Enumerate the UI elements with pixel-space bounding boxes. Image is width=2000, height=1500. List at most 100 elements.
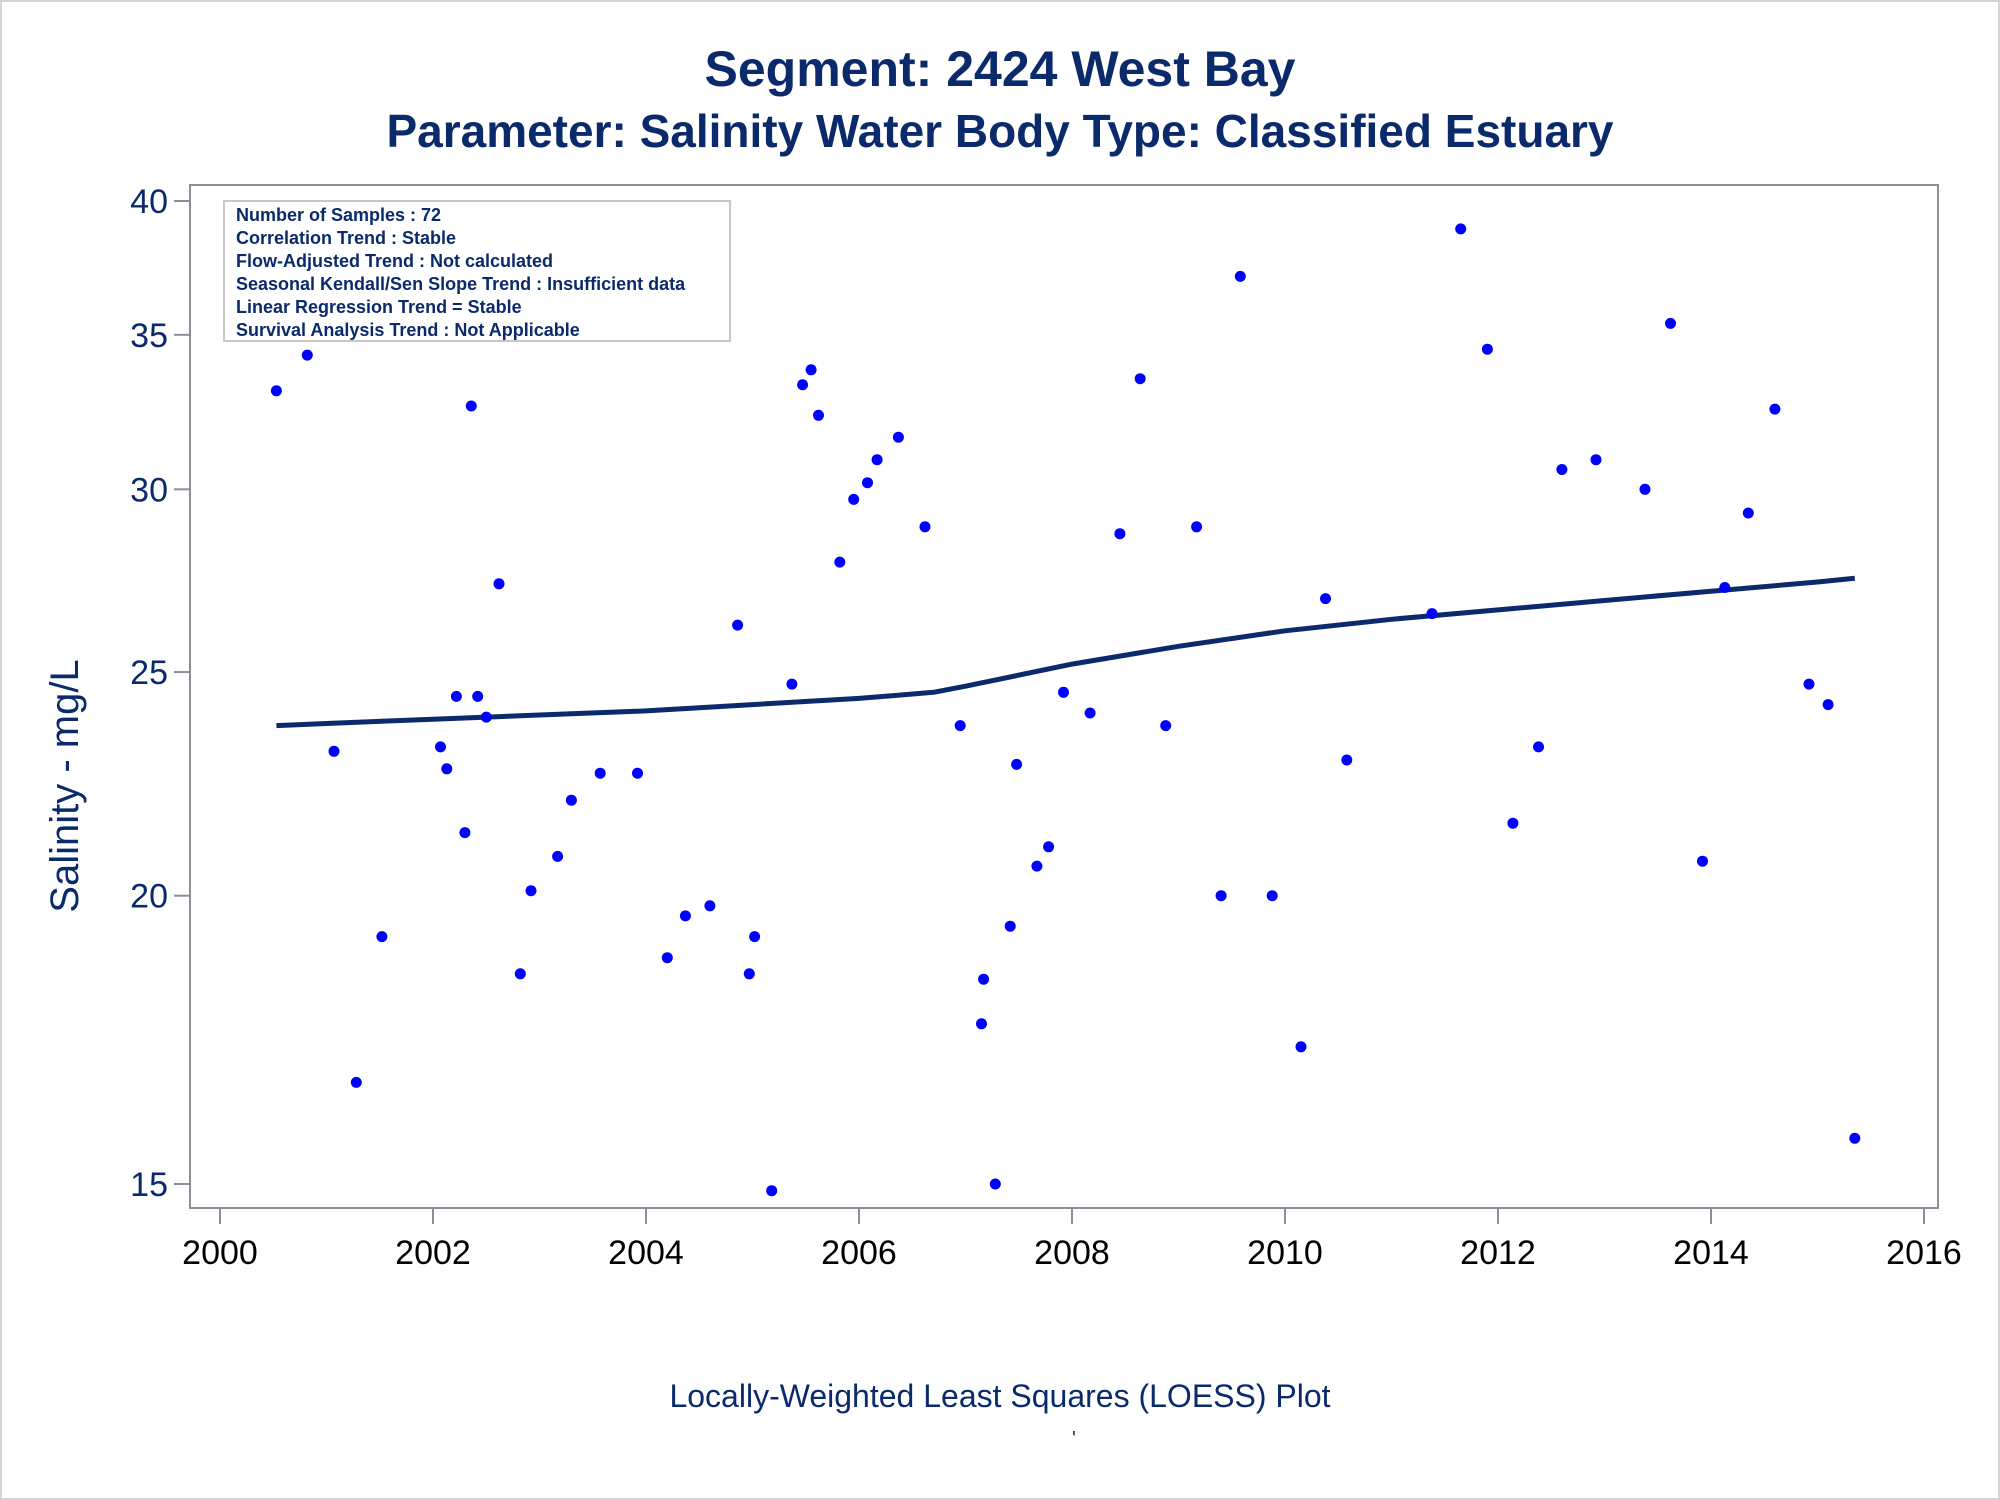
data-point xyxy=(704,900,716,912)
y-tick-label: 15 xyxy=(130,1166,168,1204)
data-point xyxy=(1533,741,1544,753)
data-point xyxy=(472,690,484,702)
data-point xyxy=(919,521,931,533)
data-point xyxy=(1114,528,1126,540)
data-point xyxy=(376,931,388,943)
data-point xyxy=(1803,678,1815,690)
y-tick-label: 20 xyxy=(130,878,168,916)
data-point xyxy=(632,767,643,779)
data-point xyxy=(679,910,691,922)
data-point xyxy=(862,477,873,489)
y-tick-label: 35 xyxy=(130,317,168,355)
data-point xyxy=(1590,454,1602,466)
data-point xyxy=(1031,860,1043,872)
x-tick-label: 2014 xyxy=(1673,1234,1749,1272)
plot-area-border xyxy=(189,184,1939,1209)
footnote-mark: ' xyxy=(1072,1428,1076,1450)
data-point xyxy=(786,678,798,690)
data-point xyxy=(270,385,282,397)
data-point xyxy=(732,619,744,631)
stats-line-survival: Survival Analysis Trend : Not Applicable xyxy=(236,320,580,340)
chart-footnote: Locally-Weighted Least Squares (LOESS) P… xyxy=(669,1378,1331,1414)
data-point xyxy=(743,968,755,980)
y-axis-label: Salinity - mg/L xyxy=(43,659,87,912)
data-point xyxy=(1134,373,1146,385)
data-point xyxy=(1191,521,1203,533)
stats-line-correlation: Correlation Trend : Stable xyxy=(236,228,456,248)
data-point xyxy=(1697,855,1708,867)
data-point xyxy=(1084,707,1096,719)
data-point xyxy=(892,431,904,443)
data-point xyxy=(1266,890,1278,902)
data-point xyxy=(1234,270,1246,282)
data-point xyxy=(552,850,564,862)
data-point xyxy=(797,379,809,391)
data-point xyxy=(435,741,446,753)
x-tick-label: 2000 xyxy=(182,1234,258,1272)
data-point xyxy=(350,1076,362,1088)
data-point xyxy=(441,763,453,775)
y-tick-label: 30 xyxy=(130,471,168,509)
data-point xyxy=(1320,593,1331,605)
x-tick-label: 2010 xyxy=(1247,1234,1323,1272)
data-point xyxy=(749,931,761,943)
stats-box-border xyxy=(223,200,731,342)
data-point xyxy=(871,454,883,466)
data-point xyxy=(1058,686,1069,698)
data-point xyxy=(976,1018,987,1030)
x-tick-label: 2016 xyxy=(1886,1234,1962,1272)
data-point xyxy=(480,711,492,723)
data-point xyxy=(848,493,860,505)
stats-line-seasonal-kendall: Seasonal Kendall/Sen Slope Trend : Insuf… xyxy=(236,274,686,294)
data-point xyxy=(1011,758,1023,770)
data-point xyxy=(813,409,824,421)
data-point xyxy=(328,745,340,757)
data-point xyxy=(1665,317,1676,329)
data-point xyxy=(834,556,846,568)
data-point xyxy=(1742,507,1754,519)
data-point xyxy=(954,720,966,732)
x-tick-label: 2012 xyxy=(1460,1234,1536,1272)
data-point xyxy=(1556,464,1568,475)
data-point xyxy=(1719,582,1731,593)
x-tick-label: 2004 xyxy=(608,1234,684,1272)
data-point xyxy=(1849,1132,1861,1144)
data-point xyxy=(1507,817,1519,829)
y-tick-label: 25 xyxy=(130,654,168,692)
data-point xyxy=(1455,223,1467,235)
data-point xyxy=(1160,720,1172,732)
data-point xyxy=(1341,754,1353,766)
data-point xyxy=(989,1178,1001,1190)
data-point xyxy=(450,690,462,702)
data-point xyxy=(594,767,606,779)
stats-line-linear-regression: Linear Regression Trend = Stable xyxy=(236,297,522,317)
data-point xyxy=(661,952,673,964)
data-point xyxy=(805,364,817,376)
data-point xyxy=(978,973,990,985)
data-point xyxy=(1043,841,1055,853)
data-point xyxy=(1822,699,1834,711)
data-point xyxy=(459,827,471,839)
data-point xyxy=(1295,1041,1307,1053)
data-point xyxy=(565,794,577,806)
data-point xyxy=(1639,483,1651,495)
data-point xyxy=(514,968,526,980)
chart-subtitle: Parameter: Salinity Water Body Type: Cla… xyxy=(386,105,1614,157)
data-point xyxy=(301,349,313,361)
data-point xyxy=(493,578,505,590)
stats-line-samples: Number of Samples : 72 xyxy=(236,205,441,225)
data-point xyxy=(1769,403,1781,415)
loess-line xyxy=(276,575,1856,729)
x-tick-label: 2002 xyxy=(395,1234,471,1272)
data-point xyxy=(1004,920,1016,932)
data-point xyxy=(1481,343,1493,355)
data-point xyxy=(1426,608,1438,620)
x-tick-label: 2006 xyxy=(821,1234,897,1272)
data-point xyxy=(1215,890,1227,902)
data-point xyxy=(525,885,537,897)
stats-line-flow-adjusted: Flow-Adjusted Trend : Not calculated xyxy=(236,251,553,271)
y-tick-label: 40 xyxy=(130,183,168,221)
data-point xyxy=(465,400,477,412)
data-point xyxy=(766,1185,778,1197)
